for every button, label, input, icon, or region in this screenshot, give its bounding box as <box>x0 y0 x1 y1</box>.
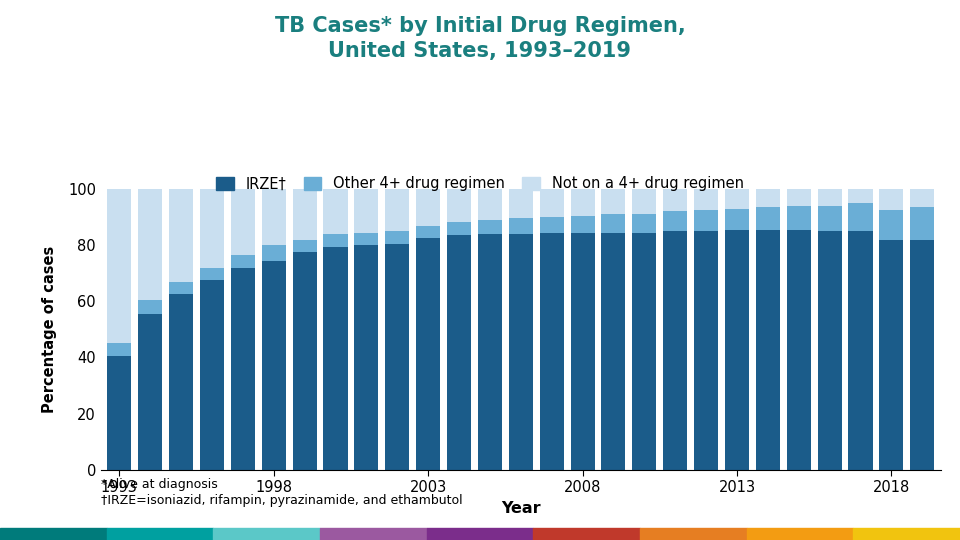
Bar <box>818 189 842 206</box>
Y-axis label: Percentage of cases: Percentage of cases <box>42 246 57 413</box>
Bar <box>540 189 564 217</box>
Bar <box>633 189 657 214</box>
Bar <box>230 255 255 268</box>
Bar <box>786 206 811 230</box>
Bar <box>478 220 502 234</box>
Bar <box>663 231 687 470</box>
Bar <box>447 235 471 470</box>
Bar <box>756 189 780 207</box>
Bar <box>138 189 162 300</box>
Bar <box>324 234 348 247</box>
Bar <box>354 189 378 233</box>
Bar <box>540 233 564 470</box>
Legend: IRZE†, Other 4+ drug regimen, Not on a 4+ drug regimen: IRZE†, Other 4+ drug regimen, Not on a 4… <box>212 172 748 195</box>
Bar <box>293 252 317 470</box>
Bar <box>879 189 903 210</box>
Bar <box>786 189 811 206</box>
Bar <box>169 189 193 282</box>
Bar <box>385 231 409 244</box>
Bar <box>262 261 286 470</box>
Bar <box>601 189 626 214</box>
Bar <box>849 189 873 203</box>
Bar <box>694 189 718 210</box>
Bar <box>293 189 317 240</box>
Bar <box>416 238 441 470</box>
Bar <box>663 212 687 231</box>
Bar <box>725 208 749 230</box>
Bar <box>879 240 903 470</box>
Bar <box>756 207 780 230</box>
Bar <box>478 234 502 470</box>
Bar <box>200 268 224 280</box>
Bar <box>138 314 162 470</box>
Bar <box>108 343 132 356</box>
Bar <box>694 231 718 470</box>
Bar <box>354 245 378 470</box>
Bar <box>633 214 657 233</box>
Bar <box>849 231 873 470</box>
Text: *Alive at diagnosis: *Alive at diagnosis <box>101 478 218 491</box>
Bar <box>601 233 626 470</box>
Bar <box>570 189 594 215</box>
Bar <box>230 189 255 255</box>
Bar <box>879 210 903 240</box>
Bar <box>633 233 657 470</box>
Bar <box>509 189 533 219</box>
Bar <box>725 230 749 470</box>
Bar <box>416 226 441 238</box>
Bar <box>725 189 749 208</box>
Bar <box>200 189 224 268</box>
Bar <box>354 233 378 245</box>
Bar <box>293 240 317 252</box>
Bar <box>169 294 193 470</box>
Bar <box>786 230 811 470</box>
Bar <box>910 207 934 240</box>
Bar <box>509 219 533 234</box>
Bar <box>849 203 873 231</box>
Bar <box>447 189 471 221</box>
Bar <box>324 189 348 234</box>
Bar <box>385 244 409 470</box>
Bar <box>108 189 132 343</box>
Bar <box>540 217 564 233</box>
Bar <box>570 215 594 233</box>
Bar <box>385 189 409 231</box>
Bar <box>570 233 594 470</box>
Bar <box>509 234 533 470</box>
Bar <box>756 230 780 470</box>
Bar <box>200 280 224 470</box>
Bar <box>694 210 718 231</box>
X-axis label: Year: Year <box>501 501 540 516</box>
Bar <box>910 240 934 470</box>
Bar <box>108 356 132 470</box>
Bar <box>138 300 162 314</box>
Bar <box>818 231 842 470</box>
Text: †IRZE=isoniazid, rifampin, pyrazinamide, and ethambutol: †IRZE=isoniazid, rifampin, pyrazinamide,… <box>101 494 463 507</box>
Bar <box>447 221 471 235</box>
Bar <box>910 189 934 207</box>
Bar <box>324 247 348 470</box>
Bar <box>663 189 687 212</box>
Bar <box>818 206 842 231</box>
Bar <box>230 268 255 470</box>
Bar <box>262 189 286 245</box>
Bar <box>262 245 286 261</box>
Bar <box>416 189 441 226</box>
Bar <box>169 282 193 294</box>
Bar <box>601 214 626 233</box>
Bar <box>478 189 502 220</box>
Text: TB Cases* by Initial Drug Regimen,
United States, 1993–2019: TB Cases* by Initial Drug Regimen, Unite… <box>275 16 685 61</box>
